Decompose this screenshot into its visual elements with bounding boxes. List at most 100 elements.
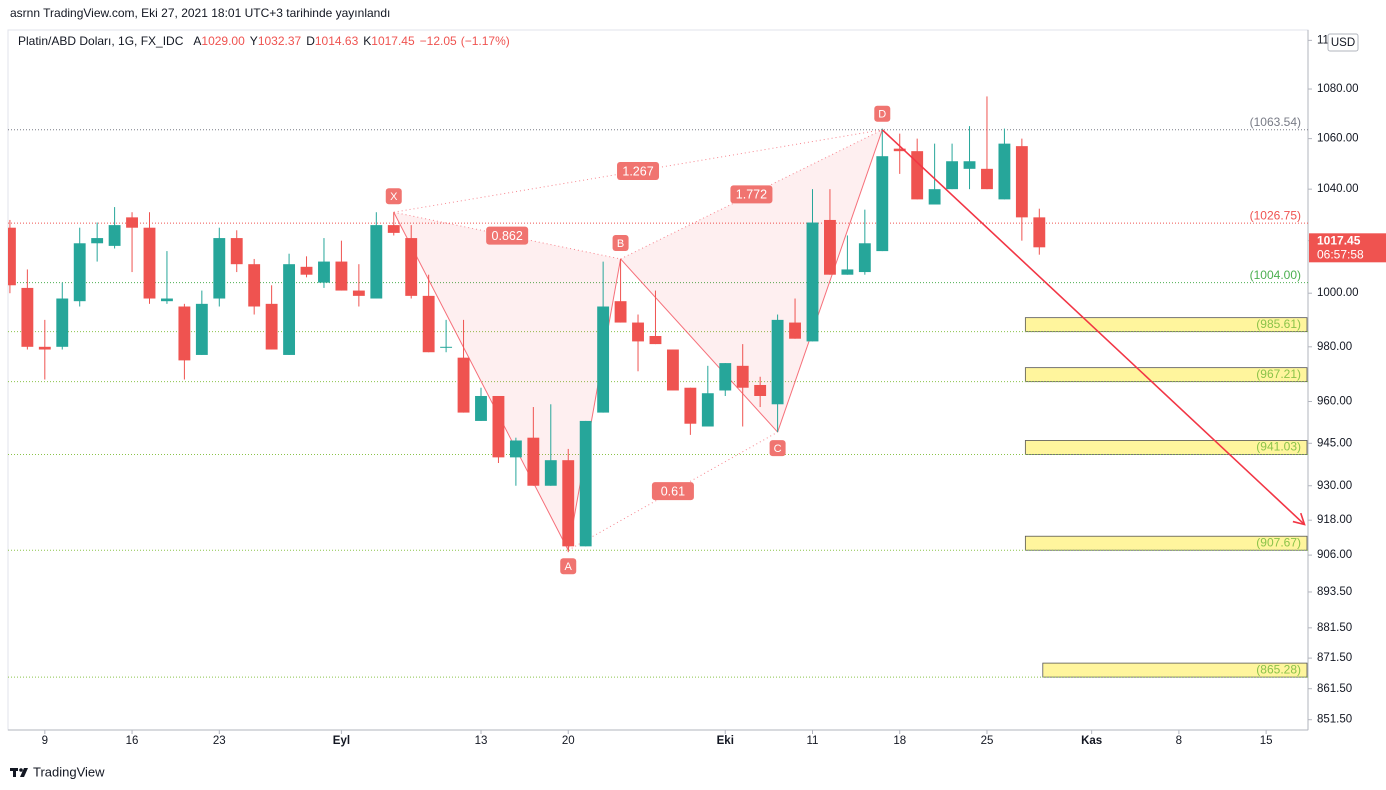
candle-body [422,295,435,353]
candle-body [649,336,662,345]
y-tick-label: 851.50 [1317,714,1352,726]
pattern-point-label: D [878,109,886,121]
candle-body [73,243,86,302]
plot-area [8,96,1308,678]
candle-body [178,306,191,361]
candle-body [161,298,173,302]
candle-body [719,363,732,391]
x-tick-label: Kas [1081,735,1102,747]
candle-body [841,269,854,275]
pattern-fill [620,129,883,433]
candle-body [143,227,156,299]
candle-body [21,287,34,347]
y-tick-label: 871.50 [1317,652,1352,664]
pattern-leg [620,258,778,433]
ratio-box [651,482,694,501]
ratio-box [486,226,529,245]
candle-body [754,384,767,396]
x-tick-label: 8 [1176,735,1182,747]
ohlc-prefix: Y [250,34,258,48]
pattern-point-box [769,440,786,457]
tv-logo [10,768,28,777]
pattern-point-box [874,105,891,122]
pattern-point-label: X [390,191,398,203]
x-tick-label: 13 [475,735,488,747]
candle-body [963,161,976,169]
candle-body [440,346,453,348]
level-label: (985.61) [1256,317,1301,331]
pattern-leg [777,129,883,433]
candle-body [911,151,924,200]
level-label: (1004.00) [1250,268,1301,282]
candle-body [806,222,819,342]
candle-body [475,395,487,421]
x-tick-label: 16 [126,735,139,747]
pattern-point-label: C [774,443,782,455]
level-label: (967.21) [1256,367,1301,381]
forecast-arrow [881,129,1306,526]
pattern-ratio-line [393,129,883,213]
candle-body [283,264,296,355]
level-label: (907.67) [1256,535,1301,549]
pattern-point-box [612,234,629,251]
candle-body [300,266,313,275]
candle-body [195,303,208,355]
ohlc-value: 1014.63 [315,34,359,48]
countdown: 06:57:58 [1317,247,1364,261]
candle-body [387,225,400,233]
currency-badge [1327,33,1359,52]
y-tick-label: 906.00 [1317,549,1352,561]
candle-body [335,261,348,291]
candle-body [562,460,575,547]
candle-body [771,319,784,405]
x-tick-label: 23 [213,735,226,747]
candle-body [108,225,121,246]
candle-body [457,357,470,413]
x-tick-label: 15 [1260,735,1273,747]
x-tick-label: 11 [807,735,819,747]
pattern-point-label: A [565,561,573,573]
ratio-label: 1.267 [622,164,653,178]
published-note: asrnn TradingView.com, Eki 27, 2021 18:0… [10,6,390,20]
y-tick-label: 861.50 [1317,683,1352,695]
ratio-label: 0.862 [492,229,523,243]
candle-body [632,322,644,342]
candle-body [614,301,627,323]
candle-body [946,161,959,190]
x-tick-label: Eyl [333,735,350,747]
candle-body [56,298,69,347]
level-label: (1063.54) [1250,115,1301,129]
y-tick-label: 1000.00 [1317,287,1359,299]
candle-body [893,148,906,152]
ohlc-value: 1017.45 [371,34,415,48]
ratio-box [730,185,773,204]
pattern-ratio-line [393,211,621,260]
y-tick-label: 893.50 [1317,586,1352,598]
logo-slash [20,768,28,777]
legend: Platin/ABD Doları, 1G, FX_IDC A1029.00 Y10… [18,34,510,48]
y-tick-label: 945.00 [1317,437,1352,449]
candle-body [213,238,226,299]
candle-body [1015,146,1028,218]
candle-body [981,168,993,190]
candle-body [492,395,505,458]
candle-body [684,387,697,424]
currency-label: USD [1331,37,1355,49]
ratio-box [617,161,660,180]
y-tick-label: 1040.00 [1317,183,1359,195]
candle-body [527,437,540,486]
y-tick-label: 960.00 [1317,396,1352,408]
change-pct: (−1.17%) [461,34,510,48]
x-tick-label: 9 [42,735,48,747]
candle-body [8,227,16,286]
ohlc-value: 1029.00 [201,34,245,48]
candle-body [789,322,801,339]
pattern-point-box [560,558,577,575]
footer-brand: TradingView [33,764,105,779]
ohlc-value: 1032.37 [258,34,302,48]
logo-stem [13,768,16,777]
candle-body [318,261,330,283]
pattern-leg [567,258,622,551]
pattern-point-label: B [617,238,624,250]
candle-body [405,238,418,296]
